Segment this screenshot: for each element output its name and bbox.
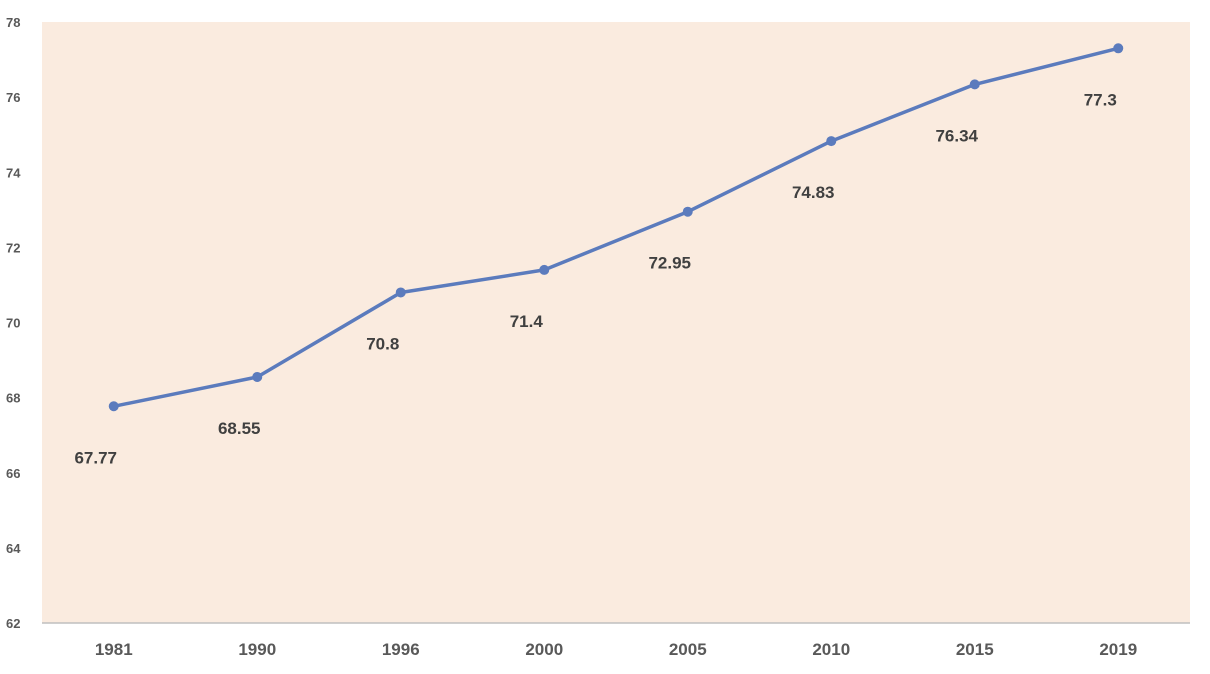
data-label: 67.77 (74, 448, 117, 467)
data-label: 77.3 (1084, 90, 1117, 109)
data-point (395, 287, 406, 298)
data-label: 72.95 (648, 254, 691, 273)
y-tick-label: 66 (6, 466, 20, 481)
data-points (108, 43, 1124, 412)
series-line (112, 46, 1121, 409)
data-label: 74.83 (792, 183, 835, 202)
data-point (252, 371, 263, 382)
x-tick-label: 2019 (1099, 640, 1137, 659)
y-axis-ticks: 62 64 66 68 70 72 74 76 78 (6, 15, 21, 631)
y-tick-label: 70 (6, 316, 20, 331)
data-label: 76.34 (935, 126, 978, 145)
data-point (108, 401, 119, 412)
x-tick-label: 1996 (382, 640, 420, 659)
plot-area (42, 22, 1190, 623)
data-label: 68.55 (218, 419, 261, 438)
x-tick-label: 2010 (812, 640, 850, 659)
y-tick-label: 76 (6, 90, 20, 105)
data-point (826, 136, 837, 147)
x-axis-ticks: 1981 1990 1996 2000 2005 2010 2015 2019 (95, 640, 1137, 659)
y-tick-label: 74 (6, 165, 21, 180)
data-point (1113, 43, 1124, 54)
y-tick-label: 72 (6, 240, 20, 255)
y-tick-label: 62 (6, 616, 20, 631)
x-tick-label: 1981 (95, 640, 133, 659)
data-label: 70.8 (366, 334, 399, 353)
data-point (969, 79, 980, 90)
x-tick-label: 2005 (669, 640, 707, 659)
y-tick-label: 64 (6, 541, 21, 556)
data-point (539, 264, 550, 275)
data-point (682, 206, 693, 217)
x-tick-label: 2000 (525, 640, 563, 659)
x-tick-label: 2015 (956, 640, 994, 659)
x-tick-label: 1990 (238, 640, 276, 659)
y-tick-label: 68 (6, 391, 20, 406)
data-labels: 67.77 68.55 70.8 71.4 72.95 74.83 76.34 77.3 (74, 90, 1116, 467)
data-label: 71.4 (510, 312, 544, 331)
y-tick-label: 78 (6, 15, 20, 30)
